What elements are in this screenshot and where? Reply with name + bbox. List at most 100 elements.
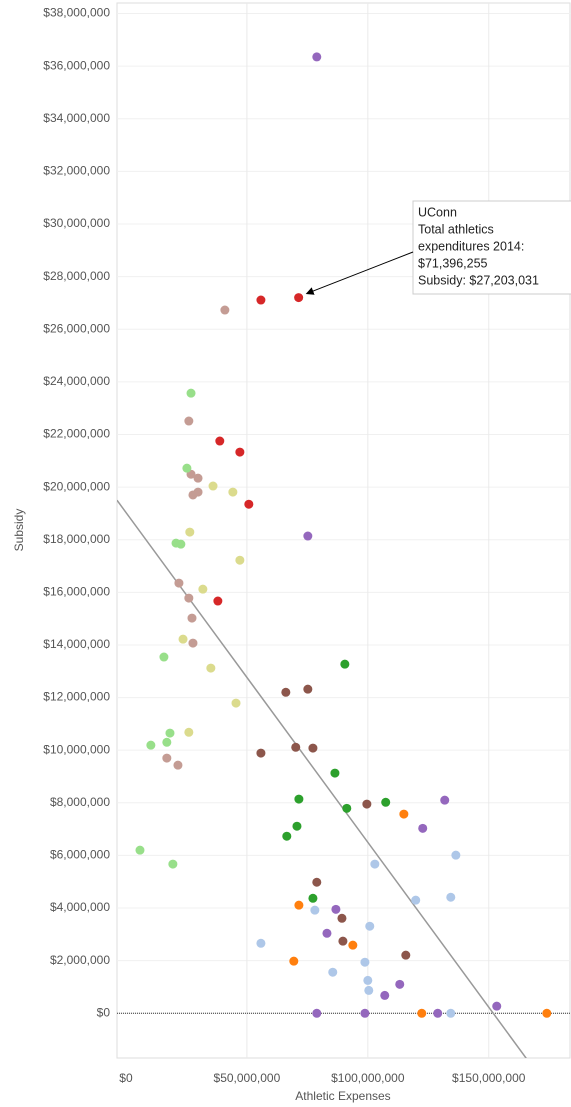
data-point (417, 1008, 427, 1018)
x-axis-title: Athletic Expenses (295, 1089, 390, 1103)
data-point (282, 831, 292, 841)
plot-frame (116, 2, 571, 1059)
data-point (182, 463, 192, 473)
data-point (165, 728, 175, 738)
annotation-arrow (305, 251, 414, 295)
y-axis-title: Subsidy (12, 509, 26, 552)
data-point (256, 938, 266, 948)
data-point (303, 684, 313, 694)
data-point (184, 727, 194, 737)
data-point (178, 634, 188, 644)
data-point (168, 859, 178, 869)
data-point (492, 1001, 502, 1011)
data-point (193, 473, 203, 483)
data-point (187, 613, 197, 623)
data-point (362, 799, 372, 809)
data-point (289, 956, 299, 966)
y-tick-label: $24,000,000 (43, 374, 110, 388)
y-tick-label: $8,000,000 (50, 795, 110, 809)
data-point (312, 52, 322, 62)
y-tick-label: $4,000,000 (50, 900, 110, 914)
data-point (231, 698, 241, 708)
annotation-text: Subsidy: $27,203,031 (418, 273, 539, 287)
data-point (198, 584, 208, 594)
data-point (342, 803, 352, 813)
y-tick-label: $6,000,000 (50, 848, 110, 862)
data-point (162, 737, 172, 747)
data-point (159, 652, 169, 662)
data-point (184, 416, 194, 426)
data-point (308, 743, 318, 753)
annotation-text: expenditures 2014: (418, 239, 524, 253)
trend-line (117, 499, 527, 1058)
data-point (208, 481, 218, 491)
data-point (193, 487, 203, 497)
x-tick-label: $50,000,000 (214, 1071, 281, 1085)
annotation-box (412, 200, 571, 295)
data-point (186, 388, 196, 398)
y-tick-label: $16,000,000 (43, 584, 110, 598)
data-point (256, 295, 266, 305)
data-point (176, 539, 186, 549)
data-point (401, 950, 411, 960)
data-point (433, 1008, 443, 1018)
data-point (220, 305, 230, 315)
data-point (364, 985, 374, 995)
data-point (213, 596, 223, 606)
data-point (312, 877, 322, 887)
data-point (418, 823, 428, 833)
data-point (135, 845, 145, 855)
y-tick-label: $38,000,000 (43, 6, 110, 20)
data-point (446, 1008, 456, 1018)
data-point (294, 794, 304, 804)
data-point (338, 936, 348, 946)
data-point (365, 921, 375, 931)
data-point (381, 797, 391, 807)
data-point (446, 892, 456, 902)
y-tick-label: $32,000,000 (43, 164, 110, 178)
data-point (294, 900, 304, 910)
data-point (291, 742, 301, 752)
data-point (188, 638, 198, 648)
y-tick-label: $30,000,000 (43, 216, 110, 230)
y-tick-label: $0 (97, 1005, 111, 1019)
data-point (184, 593, 194, 603)
data-point (322, 928, 332, 938)
y-tick-label: $2,000,000 (50, 953, 110, 967)
data-point (174, 578, 184, 588)
annotation-text: $71,396,255 (418, 256, 488, 270)
data-point (206, 663, 216, 673)
y-tick-label: $22,000,000 (43, 427, 110, 441)
data-point (399, 809, 409, 819)
x-tick-label: $0 (119, 1071, 133, 1085)
data-point (228, 487, 238, 497)
x-tick-label: $100,000,000 (331, 1071, 405, 1085)
data-point (411, 895, 421, 905)
data-point (360, 957, 370, 967)
data-point (294, 293, 304, 303)
data-point (331, 904, 341, 914)
y-tick-label: $18,000,000 (43, 532, 110, 546)
data-point (312, 1008, 322, 1018)
y-tick-label: $36,000,000 (43, 58, 110, 72)
y-tick-label: $34,000,000 (43, 111, 110, 125)
annotation: UConn Total athletics expenditures 2014: $7… (418, 205, 539, 287)
data-point (292, 821, 302, 831)
data-point (235, 447, 245, 457)
data-point (337, 913, 347, 923)
data-point (185, 527, 195, 537)
data-point (281, 687, 291, 697)
data-point (256, 748, 266, 758)
data-point (328, 967, 338, 977)
y-tick-label: $14,000,000 (43, 637, 110, 651)
data-point (173, 760, 183, 770)
data-point (451, 850, 461, 860)
data-point (146, 740, 156, 750)
data-point (244, 499, 254, 509)
data-point (360, 1008, 370, 1018)
data-point (348, 940, 358, 950)
annotation-text: Total athletics (418, 222, 494, 236)
data-point (162, 753, 172, 763)
x-tick-label: $150,000,000 (452, 1071, 526, 1085)
